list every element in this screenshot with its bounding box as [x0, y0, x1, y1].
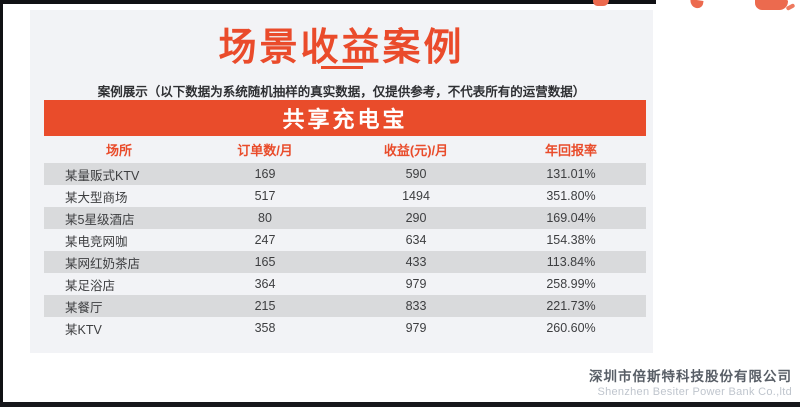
decorative-splash-icon [755, 0, 788, 10]
company-name-en: Shenzhen Besiter Power Bank Co.,ltd [597, 386, 792, 399]
section-banner: 共享充电宝 [44, 100, 646, 136]
table-row: 某5星级酒店 80 290 169.04% [44, 207, 646, 229]
slide-panel: 场景收益案例 案例展示（以下数据为系统随机抽样的真实数据，仅提供参考，不代表所有… [30, 10, 653, 353]
cell-place: 某足浴店 [65, 278, 116, 293]
column-header-orders: 订单数/月 [237, 143, 293, 158]
page-subtitle: 案例展示（以下数据为系统随机抽样的真实数据，仅提供参考，不代表所有的运营数据） [97, 85, 586, 99]
table-row: 某量贩式KTV 169 590 131.01% [44, 163, 646, 185]
cell-revenue: 634 [405, 233, 427, 247]
cell-return-rate: 169.04% [546, 211, 596, 225]
column-header-return-rate: 年回报率 [544, 143, 597, 158]
cell-return-rate: 260.60% [546, 321, 596, 335]
table-row: 某KTV 358 979 260.60% [44, 317, 646, 339]
table-body: 某量贩式KTV 169 590 131.01% 某大型商场 517 1494 3… [44, 163, 646, 339]
cell-revenue: 979 [405, 277, 427, 291]
cell-revenue: 1494 [402, 189, 430, 203]
cell-place: 某大型商场 [65, 190, 128, 205]
table-row: 某足浴店 364 979 258.99% [44, 273, 646, 295]
cell-revenue: 433 [405, 255, 427, 269]
cell-return-rate: 113.84% [546, 255, 596, 269]
cell-orders: 80 [258, 211, 272, 225]
cell-place: 某量贩式KTV [65, 168, 140, 183]
page-title: 场景收益案例 [218, 27, 465, 69]
cell-orders: 165 [254, 255, 276, 269]
section-banner-label: 共享充电宝 [282, 107, 408, 132]
cell-revenue: 979 [405, 321, 427, 335]
cell-return-rate: 221.73% [546, 299, 596, 313]
cell-revenue: 290 [405, 211, 427, 225]
cell-return-rate: 154.38% [546, 233, 596, 247]
table-row: 某大型商场 517 1494 351.80% [44, 185, 646, 207]
decorative-splash-icon [593, 0, 609, 6]
title-underline [320, 66, 363, 69]
cell-return-rate: 258.99% [546, 277, 596, 291]
table-row: 某网红奶茶店 165 433 113.84% [44, 251, 646, 273]
cell-orders: 247 [254, 233, 276, 247]
cell-revenue: 590 [405, 167, 427, 181]
cell-orders: 169 [254, 167, 276, 181]
frame-border-left [0, 0, 3, 402]
table-row: 某电竞网咖 247 634 154.38% [44, 229, 646, 251]
cell-orders: 215 [254, 299, 276, 313]
column-header-revenue: 收益(元)/月 [383, 143, 449, 158]
cell-return-rate: 131.01% [546, 167, 596, 181]
table-row: 某餐厅 215 833 221.73% [44, 295, 646, 317]
frame-border-top [0, 0, 656, 4]
table-header-row: 场所 订单数/月 收益(元)/月 年回报率 [44, 136, 646, 163]
cell-place: 某网红奶茶店 [65, 256, 141, 271]
cell-place: 某电竞网咖 [65, 234, 128, 249]
column-header-place: 场所 [105, 143, 132, 158]
cell-orders: 517 [254, 189, 276, 203]
cell-orders: 358 [254, 321, 276, 335]
company-name-cn: 深圳市倍斯特科技股份有限公司 [589, 369, 792, 384]
cell-place: 某5星级酒店 [65, 212, 135, 227]
cell-revenue: 833 [405, 299, 427, 313]
cell-orders: 364 [254, 277, 276, 291]
decorative-splash-icon [689, 0, 704, 9]
company-footer: 深圳市倍斯特科技股份有限公司 Shenzhen Besiter Power Ba… [589, 369, 792, 399]
cell-return-rate: 351.80% [546, 189, 596, 203]
cell-place: 某餐厅 [65, 300, 103, 315]
frame-border-bottom [0, 402, 800, 407]
cell-place: 某KTV [65, 322, 102, 337]
